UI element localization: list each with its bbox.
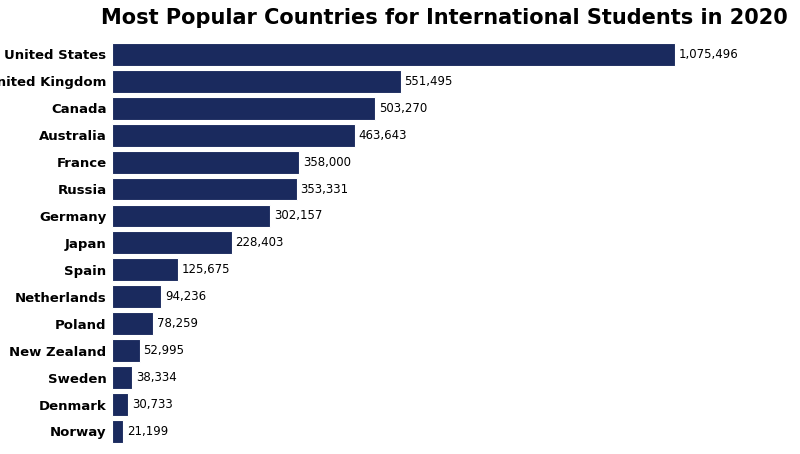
Bar bbox=[112, 393, 128, 416]
Bar bbox=[112, 178, 297, 201]
Bar bbox=[112, 258, 178, 281]
Bar bbox=[112, 70, 401, 93]
Text: 463,643: 463,643 bbox=[358, 128, 406, 142]
Text: 551,495: 551,495 bbox=[404, 75, 453, 88]
Text: 21,199: 21,199 bbox=[126, 425, 168, 438]
Text: 125,675: 125,675 bbox=[182, 263, 230, 276]
Text: 52,995: 52,995 bbox=[143, 344, 184, 357]
Text: 228,403: 228,403 bbox=[235, 237, 283, 249]
Text: 78,259: 78,259 bbox=[157, 317, 198, 330]
Text: 302,157: 302,157 bbox=[274, 209, 322, 222]
Bar bbox=[112, 204, 270, 227]
Bar bbox=[112, 123, 354, 147]
Bar bbox=[112, 97, 375, 120]
Bar bbox=[112, 43, 674, 66]
Text: 1,075,496: 1,075,496 bbox=[678, 48, 738, 61]
Bar bbox=[112, 151, 299, 173]
Text: 358,000: 358,000 bbox=[303, 156, 351, 168]
Bar bbox=[112, 312, 153, 335]
Bar bbox=[112, 420, 123, 443]
Bar bbox=[112, 339, 140, 362]
Text: 38,334: 38,334 bbox=[136, 371, 177, 384]
Bar bbox=[112, 285, 162, 308]
Title: Most Popular Countries for International Students in 2020: Most Popular Countries for International… bbox=[101, 8, 787, 28]
Text: 353,331: 353,331 bbox=[301, 183, 349, 196]
Text: 30,733: 30,733 bbox=[132, 398, 173, 411]
Bar bbox=[112, 232, 231, 254]
Bar bbox=[112, 366, 132, 389]
Text: 503,270: 503,270 bbox=[379, 102, 427, 115]
Text: 94,236: 94,236 bbox=[165, 290, 206, 303]
